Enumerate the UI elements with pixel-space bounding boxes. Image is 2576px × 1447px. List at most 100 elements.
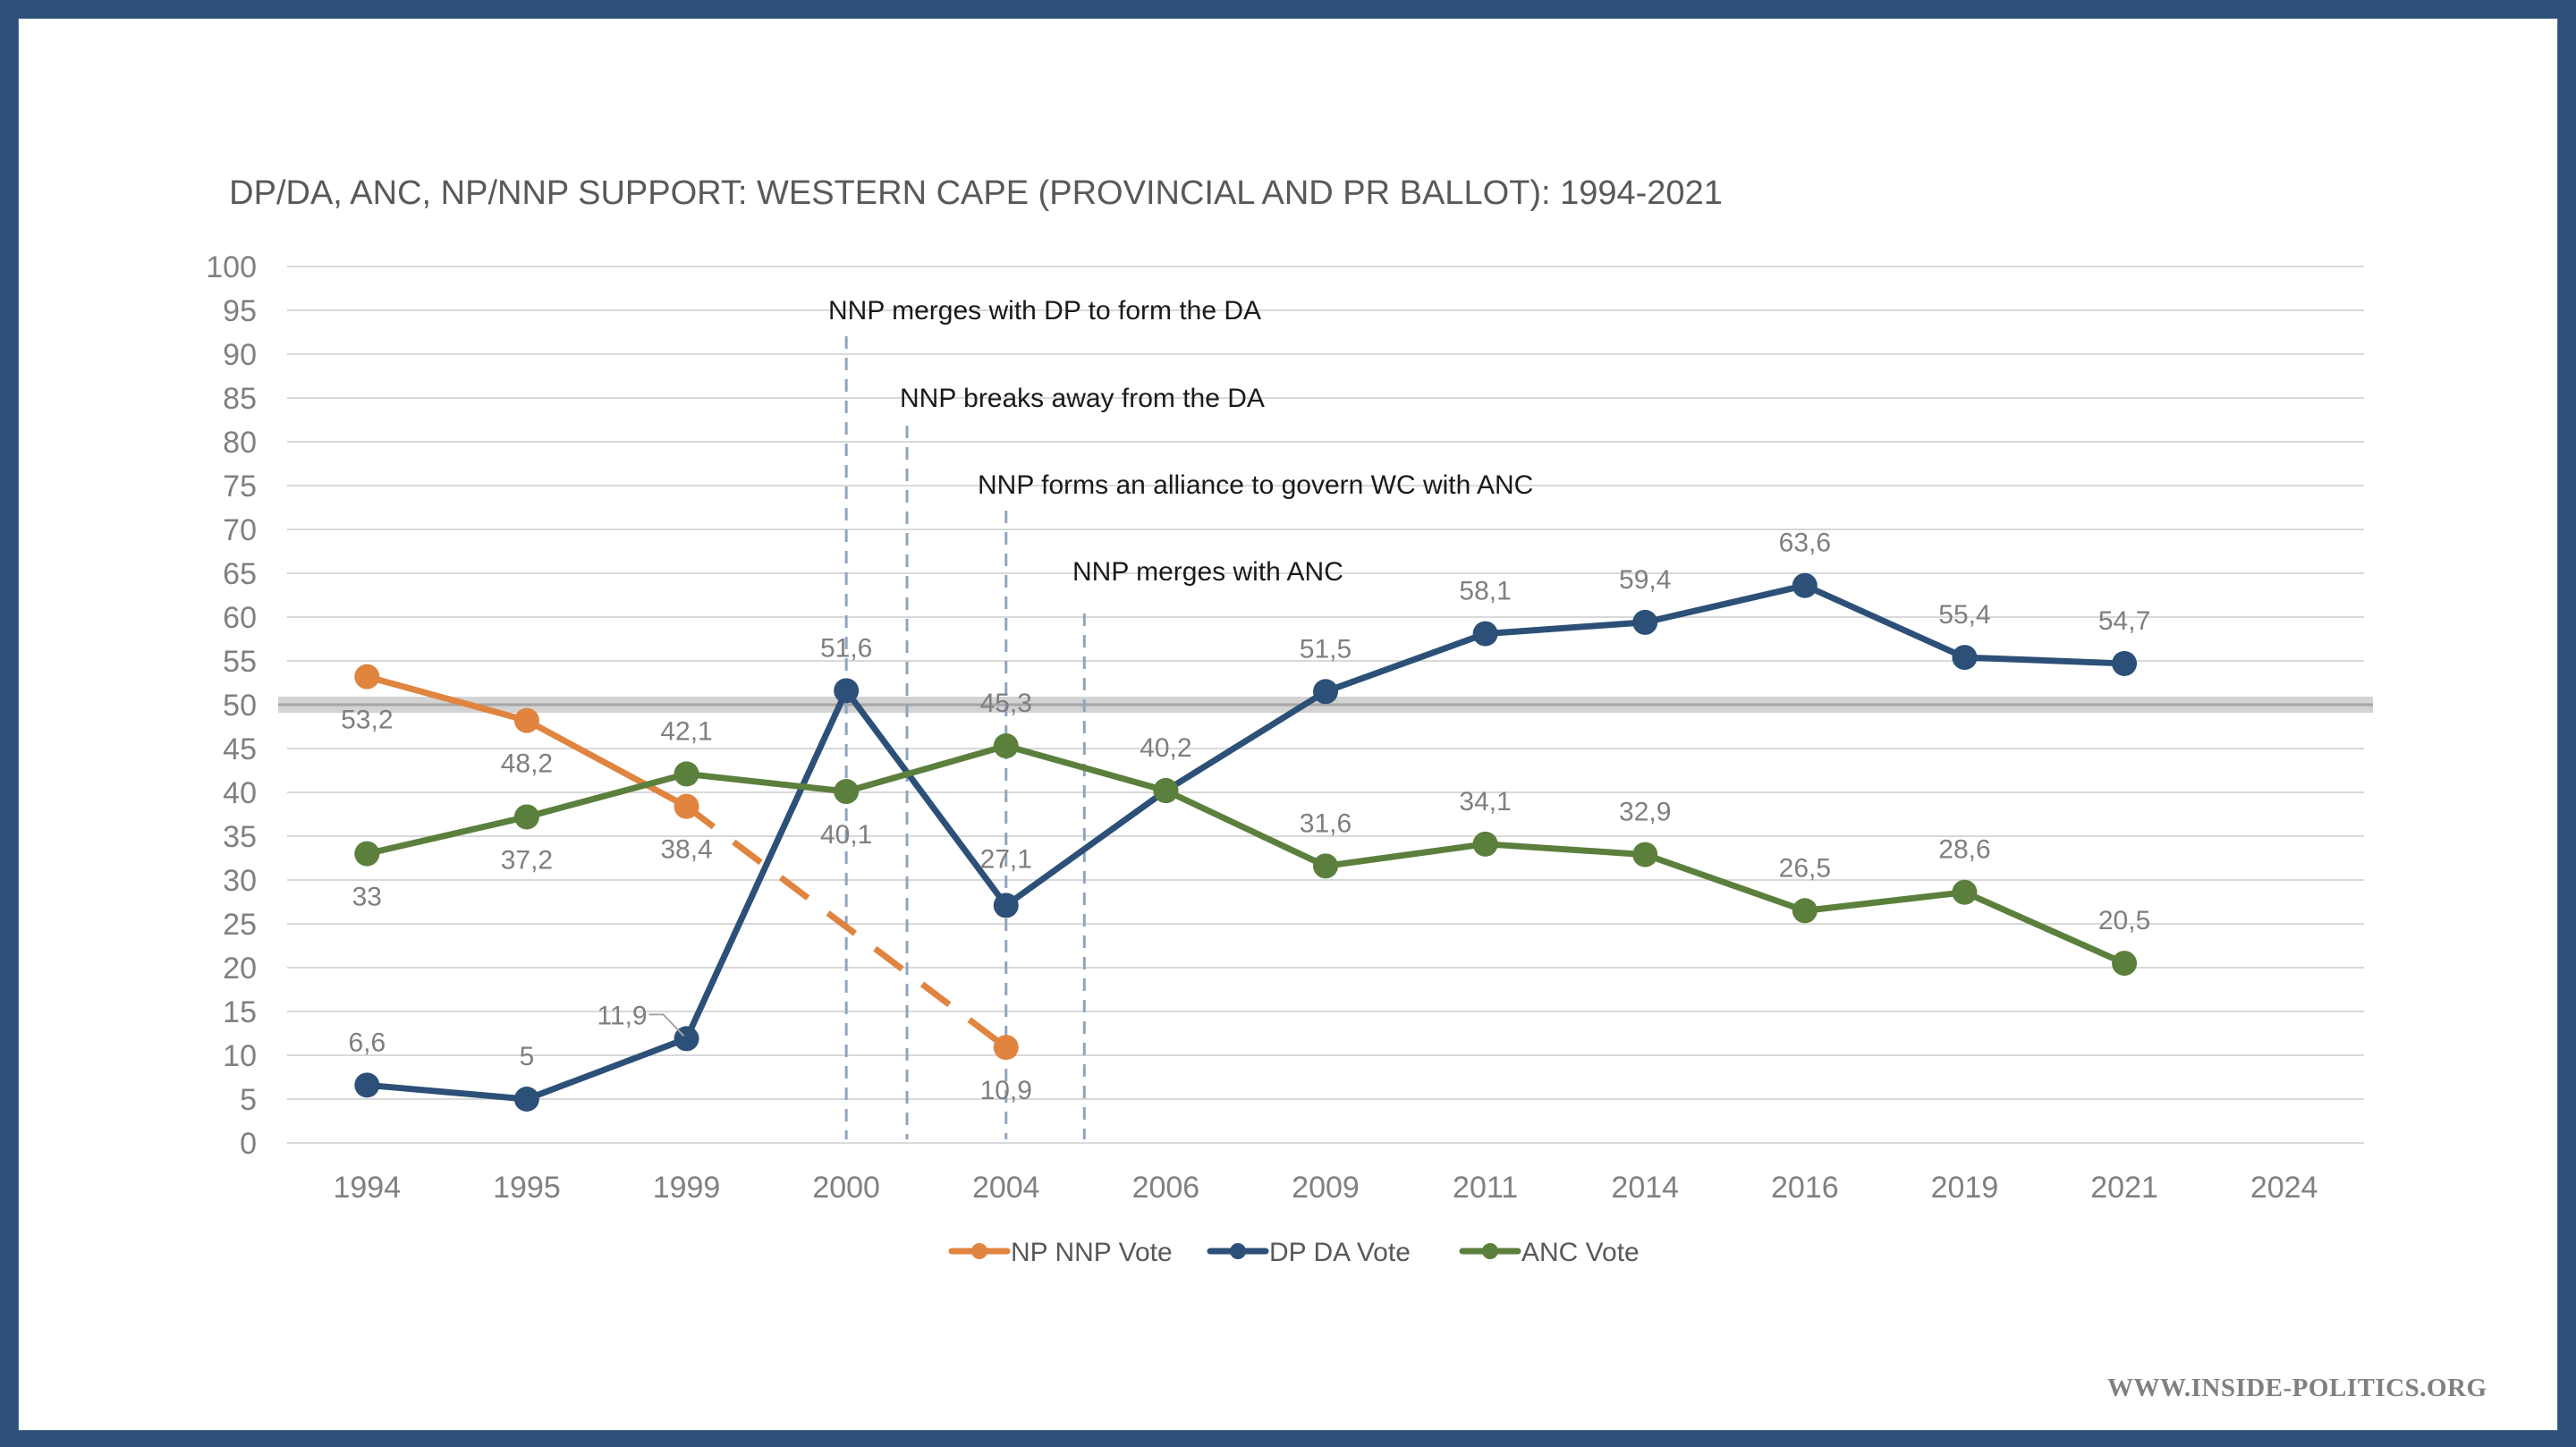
anc-vote-segment bbox=[1804, 889, 1965, 914]
np-nnp-vote-point bbox=[674, 793, 699, 819]
data-label: 42,1 bbox=[660, 716, 712, 746]
annotation-text: NNP forms an alliance to govern WC with … bbox=[978, 470, 1533, 500]
np-nnp-vote-point bbox=[354, 664, 380, 690]
y-tick-label: 55 bbox=[223, 645, 257, 679]
y-tick-label: 60 bbox=[223, 601, 257, 635]
x-tick-label: 2000 bbox=[812, 1171, 880, 1205]
data-label: 40,2 bbox=[1140, 733, 1191, 763]
anc-vote-point bbox=[993, 733, 1019, 759]
y-tick-label: 25 bbox=[223, 908, 257, 942]
annotation-text: NNP merges with ANC bbox=[1072, 557, 1343, 587]
anc-vote-point bbox=[2112, 951, 2138, 977]
legend-marker-icon bbox=[1482, 1243, 1498, 1259]
legend-item[interactable]: ANC Vote bbox=[1459, 1238, 1640, 1267]
y-tick-label: 15 bbox=[223, 995, 257, 1029]
chart: DP/DA, ANC, NP/NNP SUPPORT: WESTERN CAPE… bbox=[206, 174, 2373, 1267]
data-label: 28,6 bbox=[1938, 835, 1990, 865]
data-label: 32,9 bbox=[1619, 798, 1671, 827]
dp-da-vote-segment bbox=[683, 689, 850, 1040]
anc-vote-segment bbox=[1644, 851, 1807, 914]
dp-da-vote-point bbox=[1792, 572, 1818, 598]
anc-vote-point bbox=[513, 804, 539, 830]
x-tick-label: 2024 bbox=[2250, 1171, 2318, 1205]
x-tick-label: 2011 bbox=[1453, 1171, 1518, 1205]
legend-label: NP NNP Vote bbox=[1011, 1238, 1173, 1267]
dp-da-vote-point bbox=[354, 1072, 380, 1098]
anc-vote-segment bbox=[366, 814, 528, 858]
dp-da-vote-segment bbox=[1644, 582, 1806, 626]
dp-da-vote-point bbox=[1632, 609, 1658, 635]
y-tick-label: 5 bbox=[240, 1083, 257, 1117]
anc-vote-point bbox=[1472, 831, 1498, 857]
data-label: 55,4 bbox=[1938, 600, 1990, 630]
y-tick-label: 75 bbox=[223, 470, 257, 503]
leader-line bbox=[648, 1013, 685, 1037]
y-tick-label: 100 bbox=[206, 250, 257, 284]
dp-da-vote-segment bbox=[843, 689, 1009, 908]
data-label: 48,2 bbox=[501, 749, 553, 779]
anc-vote-segment bbox=[526, 771, 688, 820]
anc-vote-segment bbox=[1485, 841, 1646, 859]
anc-vote-point bbox=[1632, 842, 1658, 867]
legend-item[interactable]: DP DA Vote bbox=[1207, 1238, 1411, 1267]
data-label: 45,3 bbox=[980, 689, 1032, 718]
dp-da-vote-point bbox=[513, 1087, 539, 1112]
anc-vote-point bbox=[1952, 879, 1978, 905]
legend-label: ANC Vote bbox=[1521, 1238, 1640, 1267]
anc-vote-segment bbox=[1325, 841, 1487, 869]
data-label: 51,5 bbox=[1300, 634, 1352, 664]
anc-vote-segment bbox=[1164, 787, 1327, 869]
y-tick-label: 35 bbox=[223, 820, 257, 854]
data-label: 38,4 bbox=[660, 835, 712, 865]
data-label: 10,9 bbox=[980, 1076, 1032, 1105]
x-tick-label: 1999 bbox=[653, 1171, 721, 1205]
y-tick-label: 70 bbox=[223, 513, 257, 547]
anc-vote-segment bbox=[1004, 742, 1167, 794]
y-tick-label: 80 bbox=[223, 426, 257, 460]
y-tick-label: 50 bbox=[223, 689, 257, 723]
y-tick-label: 0 bbox=[240, 1127, 257, 1161]
np-nnp-vote-segment bbox=[525, 717, 689, 809]
chart-title: DP/DA, ANC, NP/NNP SUPPORT: WESTERN CAPE… bbox=[229, 174, 1723, 212]
dp-da-vote-segment bbox=[367, 1081, 528, 1103]
anc-vote-segment bbox=[845, 742, 1007, 795]
legend-label: DP DA Vote bbox=[1269, 1238, 1411, 1267]
anc-vote-segment bbox=[1963, 889, 2126, 967]
data-label: 5 bbox=[520, 1042, 535, 1071]
y-tick-label: 65 bbox=[223, 557, 257, 591]
np-nnp-vote-point bbox=[513, 707, 539, 733]
x-tick-label: 2009 bbox=[1292, 1171, 1360, 1205]
y-tick-label: 40 bbox=[223, 776, 257, 810]
annotation-text: NNP breaks away from the DA bbox=[900, 384, 1265, 413]
data-label: 34,1 bbox=[1459, 787, 1511, 817]
data-label: 11,9 bbox=[597, 1001, 647, 1030]
data-label: 26,5 bbox=[1779, 853, 1831, 883]
data-label: 27,1 bbox=[980, 844, 1032, 874]
y-tick-label: 20 bbox=[223, 952, 257, 986]
x-tick-label: 2004 bbox=[972, 1171, 1040, 1205]
data-label: 31,6 bbox=[1300, 808, 1352, 838]
data-label: 59,4 bbox=[1619, 565, 1671, 595]
dp-da-vote-point bbox=[1952, 645, 1978, 671]
dp-da-vote-point bbox=[2112, 650, 2138, 676]
dp-da-vote-segment bbox=[1324, 630, 1487, 695]
y-tick-label: 95 bbox=[223, 294, 257, 328]
data-label: 6,6 bbox=[348, 1028, 386, 1057]
annotation-text: NNP merges with DP to form the DA bbox=[828, 296, 1261, 326]
anc-vote-point bbox=[674, 761, 699, 787]
dp-da-vote-point bbox=[1313, 679, 1338, 705]
anc-vote-point bbox=[1792, 898, 1818, 924]
data-label: 51,6 bbox=[820, 633, 872, 663]
x-tick-label: 1994 bbox=[333, 1171, 401, 1205]
data-label: 37,2 bbox=[501, 845, 553, 875]
y-tick-label: 10 bbox=[223, 1039, 257, 1073]
dp-da-vote-segment bbox=[1485, 619, 1646, 638]
y-tick-label: 45 bbox=[223, 732, 257, 766]
legend-item[interactable]: NP NNP Vote bbox=[948, 1238, 1173, 1267]
y-tick-label: 90 bbox=[223, 338, 257, 372]
dp-da-vote-segment bbox=[1803, 582, 1966, 661]
np-nnp-vote-segment bbox=[684, 803, 1008, 1050]
dp-da-vote-segment bbox=[525, 1036, 688, 1103]
legend-marker-icon bbox=[1230, 1243, 1246, 1259]
np-nnp-vote-segment bbox=[366, 673, 528, 724]
